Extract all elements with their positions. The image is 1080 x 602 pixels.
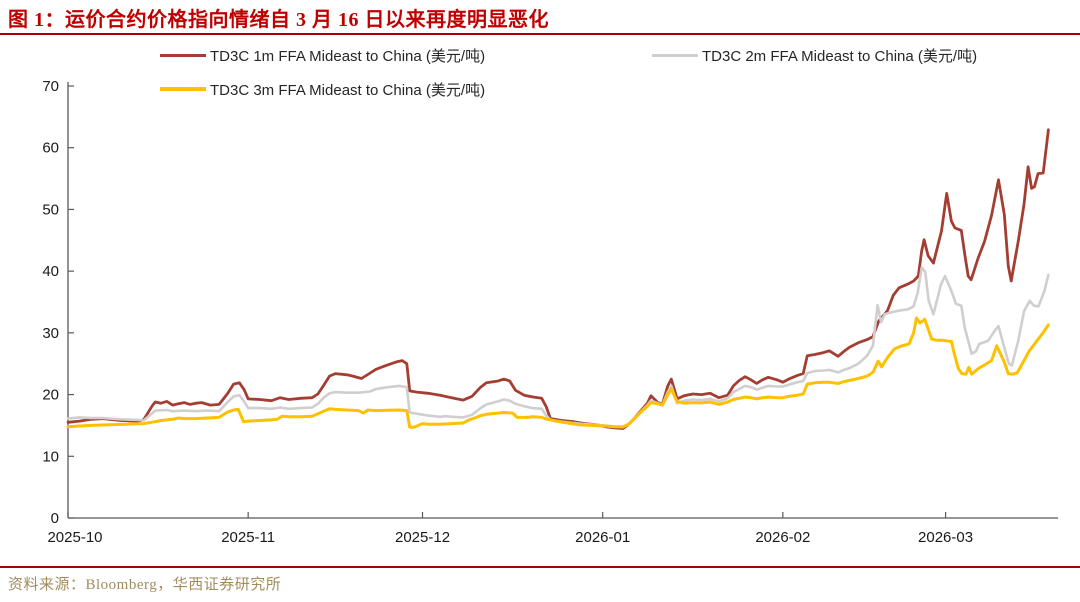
legend-label-3m: TD3C 3m FFA Mideast to China (美元/吨) — [210, 81, 486, 99]
x-tick-label: 2025-10 — [47, 529, 102, 546]
x-tick-label: 2026-01 — [575, 529, 630, 546]
legend-item-3m: TD3C 3m FFA Mideast to China (美元/吨) — [160, 80, 486, 99]
legend-item-2m: TD3C 2m FFA Mideast to China (美元/吨) — [652, 46, 978, 65]
y-tick-label: 0 — [51, 510, 59, 527]
y-tick-label: 20 — [42, 387, 59, 404]
figure-title: 图 1：运价合约价格指向情绪自 3 月 16 日以来再度明显恶化 — [8, 9, 549, 31]
y-tick-label: 50 — [42, 201, 59, 218]
legend-item-1m: TD3C 1m FFA Mideast to China (美元/吨) — [160, 46, 486, 65]
series-line-1m — [66, 128, 1050, 430]
x-tick-label: 2025-12 — [395, 529, 450, 546]
x-tick-label: 2026-03 — [918, 529, 973, 546]
y-tick-label: 60 — [42, 140, 59, 157]
y-tick-label: 30 — [42, 325, 59, 342]
y-tick-label: 70 — [42, 78, 59, 95]
legend-swatch-3m-icon — [160, 87, 206, 91]
legend-swatch-1m-icon — [160, 53, 206, 57]
source-note: 资料来源：Bloomberg，华西证券研究所 — [8, 577, 282, 593]
title-divider — [0, 33, 1080, 35]
x-tick-label: 2025-11 — [221, 529, 275, 546]
footer-divider — [0, 566, 1080, 568]
y-tick-label: 40 — [42, 263, 59, 280]
y-tick-label: 10 — [42, 448, 59, 465]
legend-label-2m: TD3C 2m FFA Mideast to China (美元/吨) — [702, 47, 978, 65]
legend-label-1m: TD3C 1m FFA Mideast to China (美元/吨) — [210, 47, 486, 65]
x-tick-label: 2026-02 — [755, 529, 810, 546]
series-line-3m — [66, 316, 1050, 429]
legend-swatch-2m-icon — [652, 53, 698, 57]
